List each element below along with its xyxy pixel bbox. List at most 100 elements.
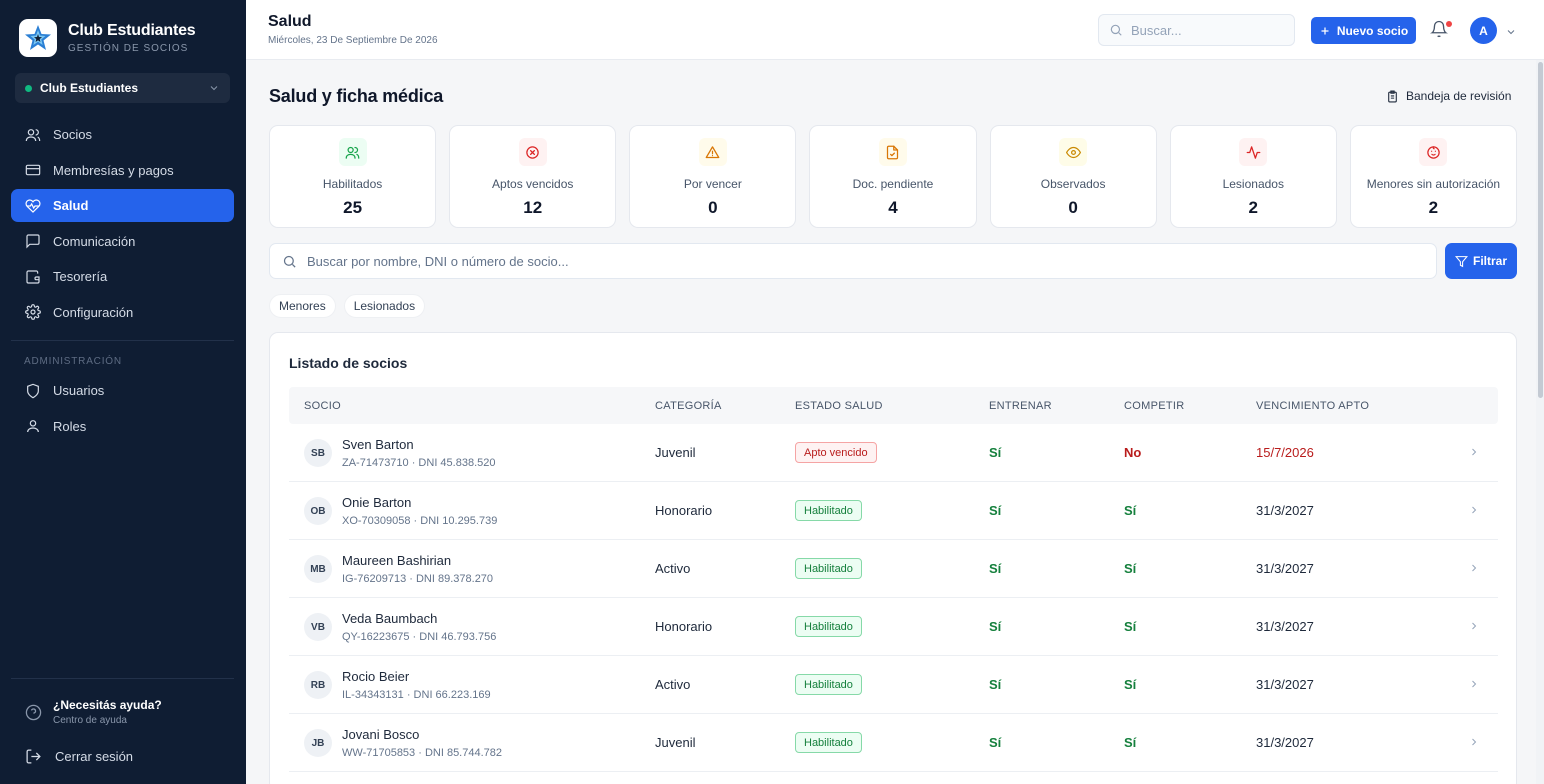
review-inbox-button[interactable]: Bandeja de revisión bbox=[1386, 89, 1511, 103]
member-category: Juvenil bbox=[655, 445, 696, 460]
chip-lesionados[interactable]: Lesionados bbox=[343, 294, 426, 318]
member-search-input[interactable]: Buscar por nombre, DNI o número de socio… bbox=[269, 243, 1437, 279]
stats-row: Habilitados 25 Aptos vencidos 12 Por vencer 0… bbox=[269, 125, 1517, 228]
scrollbar-track[interactable] bbox=[1536, 60, 1544, 784]
users-icon bbox=[25, 128, 41, 141]
stat-card[interactable]: Doc. pendiente 4 bbox=[809, 125, 977, 228]
filter-icon bbox=[1454, 255, 1468, 267]
stat-card[interactable]: Observados 0 bbox=[989, 125, 1157, 228]
nav-item-salud[interactable]: Salud bbox=[11, 189, 234, 222]
nav-label: Configuración bbox=[53, 304, 134, 320]
filter-label: Filtrar bbox=[1472, 254, 1507, 268]
bell-icon[interactable] bbox=[1430, 20, 1448, 43]
help-link[interactable]: ¿Necesitás ayuda? Centro de ayuda bbox=[25, 698, 162, 726]
brand-subtitle: GESTIÓN DE SOCIOS bbox=[68, 43, 189, 54]
brand: Club Estudiantes GESTIÓN DE SOCIOS bbox=[19, 19, 196, 57]
member-name: Veda Baumbach bbox=[342, 611, 438, 626]
chevron-right-icon[interactable] bbox=[1468, 678, 1480, 693]
stat-card[interactable]: Aptos vencidos 12 bbox=[449, 125, 617, 228]
compete-value: Sí bbox=[1124, 735, 1137, 750]
user-icon bbox=[27, 420, 39, 433]
stat-value: 0 bbox=[1068, 198, 1078, 217]
chip-menores[interactable]: Menores bbox=[269, 294, 336, 318]
avatar[interactable]: A bbox=[1470, 17, 1497, 44]
stat-card[interactable]: Lesionados 2 bbox=[1169, 125, 1337, 228]
list-title: Listado de socios bbox=[289, 355, 408, 371]
status-badge: Habilitado bbox=[795, 616, 862, 637]
stat-value: 12 bbox=[523, 198, 543, 217]
divider bbox=[11, 678, 234, 679]
table-row[interactable]: RB Rocio Beier IL-34343131 · DNI 66.223.16… bbox=[289, 656, 1498, 714]
table-row[interactable]: MB Maureen Bashirian IG-76209713 · DNI 89.… bbox=[289, 540, 1498, 598]
nav-label: Membresías y pagos bbox=[53, 162, 174, 178]
stat-label: Aptos vencidos bbox=[492, 177, 574, 191]
scrollbar-thumb[interactable] bbox=[1538, 62, 1543, 398]
nav-item-roles[interactable]: Roles bbox=[11, 410, 234, 443]
new-member-button[interactable]: Nuevo socio bbox=[1311, 17, 1416, 44]
baby-icon bbox=[1419, 138, 1448, 166]
nav-item-comunicacion[interactable]: Comunicación bbox=[11, 225, 234, 258]
member-meta: QY-16223675 · DNI 46.793.756 bbox=[342, 631, 497, 643]
member-category: Activo bbox=[655, 561, 691, 576]
member-meta: XO-70309058 · DNI 10.295.739 bbox=[342, 515, 498, 527]
chevron-right-icon[interactable] bbox=[1468, 736, 1480, 751]
stat-label: Doc. pendiente bbox=[852, 177, 934, 191]
member-name: Jovani Bosco bbox=[342, 727, 420, 742]
logout-icon bbox=[26, 749, 41, 764]
expiry-date: 31/3/2027 bbox=[1256, 735, 1314, 750]
stat-value: 4 bbox=[888, 198, 898, 217]
column-header: SOCIO bbox=[304, 400, 341, 412]
train-value: Sí bbox=[989, 735, 1002, 750]
nav-item-usuarios[interactable]: Usuarios bbox=[11, 374, 234, 407]
member-category: Activo bbox=[655, 677, 691, 692]
eye-icon bbox=[1059, 138, 1088, 166]
help-subtitle: Centro de ayuda bbox=[53, 715, 127, 726]
divider bbox=[11, 340, 234, 341]
help-circle-icon bbox=[25, 704, 42, 720]
chevron-right-icon[interactable] bbox=[1468, 562, 1480, 577]
nav-label: Socios bbox=[53, 127, 93, 142]
table-row[interactable]: OB Onie Barton XO-70309058 · DNI 10.295.73… bbox=[289, 482, 1498, 540]
page-date: Miércoles, 23 De Septiembre De 2026 bbox=[268, 35, 438, 46]
train-value: Sí bbox=[989, 503, 1002, 518]
table-row[interactable]: VB Veda Baumbach QY-16223675 · DNI 46.793.… bbox=[289, 598, 1498, 656]
nav-item-membresias[interactable]: Membresías y pagos bbox=[11, 154, 234, 187]
stat-card[interactable]: Por vencer 0 bbox=[629, 125, 797, 228]
nav-item-socios[interactable]: Socios bbox=[11, 118, 234, 151]
table-row[interactable]: SB Sven Barton ZA-71473710 · DNI 45.838.52… bbox=[289, 424, 1498, 482]
filter-chips: Menores Lesionados bbox=[269, 294, 426, 318]
chevron-right-icon[interactable] bbox=[1468, 504, 1480, 519]
chevron-right-icon[interactable] bbox=[1468, 446, 1480, 461]
filter-button[interactable]: Filtrar bbox=[1445, 243, 1517, 279]
heart-pulse-icon bbox=[25, 198, 41, 213]
plus-icon bbox=[1321, 27, 1329, 34]
compete-value: Sí bbox=[1124, 561, 1137, 576]
compete-value: Sí bbox=[1124, 619, 1137, 634]
expiry-date: 31/3/2027 bbox=[1256, 619, 1314, 634]
club-selector[interactable]: Club Estudiantes bbox=[15, 73, 230, 103]
status-dot bbox=[25, 84, 32, 92]
global-search-input[interactable]: Buscar... bbox=[1098, 14, 1295, 46]
file-check-icon bbox=[878, 138, 907, 166]
nav-label: Usuarios bbox=[53, 383, 105, 398]
stat-label: Habilitados bbox=[322, 177, 383, 191]
stat-value: 0 bbox=[708, 198, 718, 217]
stat-card[interactable]: Menores sin autorización 2 bbox=[1349, 125, 1517, 228]
table-row[interactable]: JB Jovani Bosco WW-71705853 · DNI 85.744.7… bbox=[289, 714, 1498, 772]
admin-nav: Usuarios Roles bbox=[11, 374, 234, 445]
column-header: ENTRENAR bbox=[989, 400, 1052, 412]
main-nav: Socios Membresías y pagos Salud Comunica… bbox=[11, 118, 234, 331]
avatar: OB bbox=[304, 497, 332, 525]
chevron-down-icon[interactable] bbox=[1505, 25, 1517, 43]
member-category: Juvenil bbox=[655, 735, 696, 750]
logout-button[interactable]: Cerrar sesión bbox=[25, 748, 133, 765]
nav-label: Roles bbox=[53, 418, 87, 434]
train-value: Sí bbox=[989, 619, 1002, 634]
nav-item-tesoreria[interactable]: Tesorería bbox=[11, 260, 234, 293]
stat-card[interactable]: Habilitados 25 bbox=[269, 125, 437, 228]
nav-item-configuracion[interactable]: Configuración bbox=[11, 296, 234, 329]
expiry-date: 31/3/2027 bbox=[1256, 561, 1314, 576]
admin-section-label: ADMINISTRACIÓN bbox=[24, 356, 122, 367]
chevron-right-icon[interactable] bbox=[1468, 620, 1480, 635]
x-circle-icon bbox=[518, 138, 547, 166]
